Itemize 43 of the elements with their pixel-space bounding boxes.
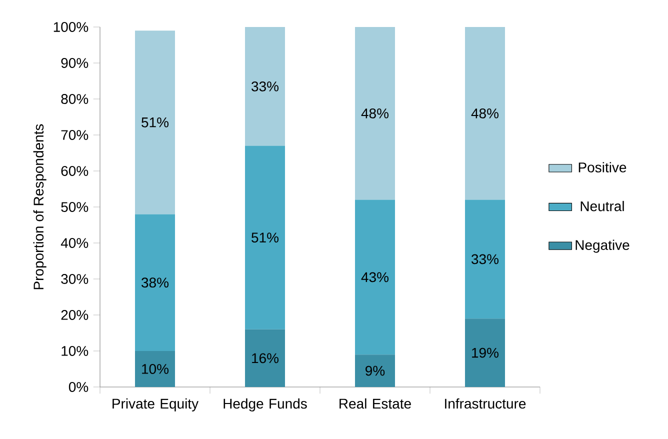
y-tick-label: 0% [68, 382, 88, 392]
y-tick-label: 70% [61, 130, 88, 140]
x-tick-label: Private Equity [112, 398, 199, 412]
legend-label: Positive [578, 162, 626, 172]
y-tick-label: 90% [61, 58, 88, 68]
data-label: 43% [361, 272, 388, 282]
x-tick-label: Infrastructure [445, 398, 526, 409]
bar [135, 214, 176, 351]
data-label: 51% [142, 117, 169, 128]
data-label: 33% [252, 81, 278, 92]
data-label: 16% [252, 353, 278, 364]
y-tick-label: 40% [60, 238, 88, 248]
data-label: 38% [142, 278, 169, 288]
y-tick-label: 50% [61, 202, 88, 212]
data-label: 10% [142, 364, 169, 374]
bar [355, 26, 395, 200]
y-tick-label: 60% [61, 166, 88, 176]
bar [135, 30, 176, 214]
x-tick-label: Hedge Funds [224, 398, 307, 412]
data-label: 48% [361, 108, 388, 118]
bar [464, 200, 505, 319]
bar [355, 354, 395, 387]
data-label: 33% [472, 254, 498, 264]
bar [135, 350, 176, 387]
bar [245, 329, 286, 387]
legend-label: Negative [576, 240, 630, 253]
bar [464, 26, 505, 200]
data-label: 48% [471, 108, 498, 118]
bar [245, 146, 286, 330]
data-label: 51% [252, 232, 278, 243]
y-axis-title: Proportion of Respondents [33, 124, 46, 290]
y-tick-label: 10% [62, 346, 88, 356]
bar [245, 26, 286, 146]
y-tick-label: 30% [61, 274, 88, 284]
bar [464, 318, 505, 387]
y-tick-label: 80% [61, 94, 88, 104]
y-tick-label: 100% [54, 22, 88, 32]
data-label: 19% [472, 348, 498, 358]
legend-label: Neutral [580, 200, 624, 212]
y-tick-label: 20% [61, 310, 88, 320]
data-label: 9% [366, 366, 385, 376]
bar [355, 200, 395, 355]
x-tick-label: Real Estate [340, 398, 411, 409]
